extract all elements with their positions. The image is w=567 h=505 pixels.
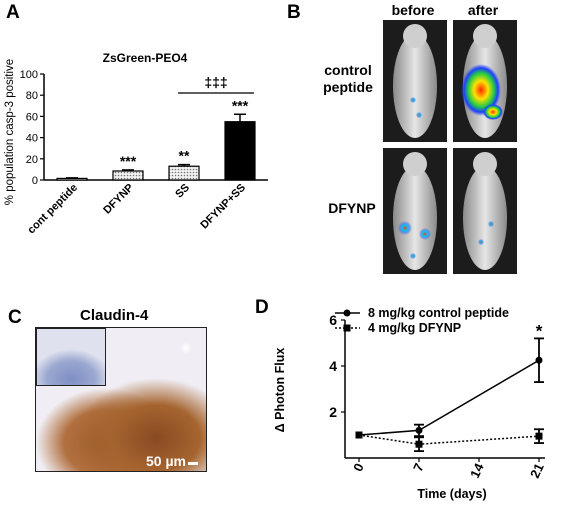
mouse-image-grid [383, 20, 517, 274]
scale-bar-label: 50 µm [146, 453, 186, 469]
chart-d-axes: 2 4 6 0 7 14 21 [329, 312, 547, 480]
chart-a-marks: cont peptide *** DFYNP ** SS *** DFYNP+SS ‡‡‡ [25, 74, 256, 237]
panel-label-d: D [255, 297, 269, 318]
data-point [415, 440, 423, 448]
bar [168, 165, 200, 181]
y-tick-label: 80 [26, 90, 38, 102]
x-tick-label: DFYNP [101, 182, 136, 217]
col-label-before: before [391, 2, 435, 18]
data-point [415, 426, 423, 434]
significance-label: *** [120, 153, 137, 169]
y-tick-label: 40 [26, 133, 38, 145]
legend-label: 8 mg/kg control peptide [368, 306, 509, 320]
data-point [535, 432, 543, 440]
scale-bar [188, 462, 198, 465]
y-tick-label: 6 [329, 312, 337, 328]
x-tick-label: DFYNP+SS [198, 182, 248, 232]
histology-title: Claudin-4 [80, 307, 149, 324]
x-tick-label: 21 [527, 461, 547, 480]
mouse-image-control-before [383, 20, 447, 142]
y-tick-label: 100 [20, 69, 38, 81]
y-tick-label: 20 [26, 154, 38, 166]
x-tick-label: 0 [350, 461, 367, 474]
legend-marker [343, 324, 351, 332]
data-point [355, 431, 363, 439]
col-label-after: after [467, 2, 499, 18]
chart-a-title: ZsGreen-PEO4 [103, 51, 188, 65]
mouse-image-dfynp-before [383, 148, 447, 274]
mouse-image-dfynp-after [453, 148, 517, 274]
x-tick-label: 7 [410, 461, 427, 474]
x-tick-label: 14 [467, 460, 487, 480]
bar [56, 177, 88, 181]
significance-label: ** [179, 148, 190, 164]
y-tick-label: 4 [329, 358, 337, 374]
chart-d-marks: * [355, 321, 544, 453]
legend-marker [343, 309, 351, 317]
chart-d-xlabel: Time (days) [417, 487, 486, 501]
row-label-dfynp: DFYNP [328, 200, 376, 216]
y-tick-label: 0 [32, 175, 38, 187]
bar [112, 170, 144, 181]
row-label-control: control peptide [323, 62, 373, 95]
x-tick-label: cont peptide [25, 182, 80, 237]
panel-label-c: C [8, 307, 22, 328]
panel-label-a: A [6, 2, 20, 23]
y-tick-label: 60 [26, 111, 38, 123]
significance-label: * [536, 321, 543, 340]
panel-label-b: B [287, 2, 301, 23]
histology-image: 50 µm [35, 327, 207, 472]
x-tick-label: SS [173, 182, 192, 201]
bar [224, 121, 256, 181]
comparison-label: ‡‡‡ [204, 74, 227, 90]
chart-a-ylabel: % population casp-3 positive [4, 59, 16, 205]
significance-label: *** [232, 97, 249, 113]
legend-label: 4 mg/kg DFYNP [368, 321, 461, 335]
series-line [358, 359, 540, 436]
chart-d-ylabel: Δ Photon Flux [273, 348, 287, 433]
y-tick-label: 2 [329, 404, 337, 420]
mouse-image-control-after [453, 20, 517, 142]
bar-chart-a: ZsGreen-PEO4 % population casp-3 positiv… [4, 51, 268, 237]
histology-inset [36, 328, 106, 386]
data-point [535, 356, 543, 364]
series-line [358, 434, 540, 445]
